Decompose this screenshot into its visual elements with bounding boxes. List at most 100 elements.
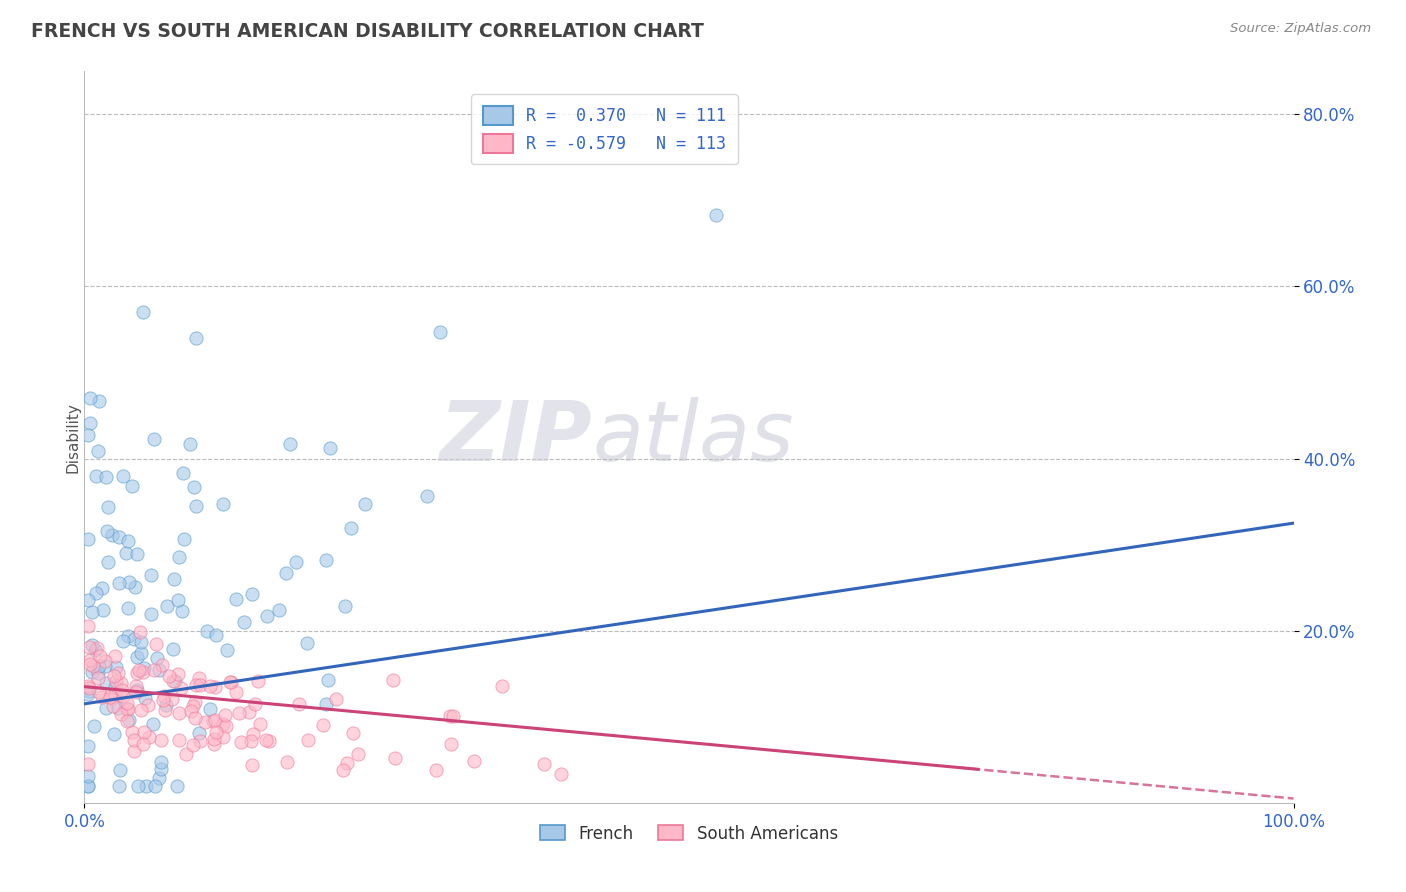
Point xyxy=(295,636,318,650)
Point xyxy=(121,479,143,493)
Point xyxy=(107,530,129,544)
Point xyxy=(163,673,186,688)
Point xyxy=(87,684,110,698)
Point xyxy=(125,665,148,680)
Point xyxy=(82,605,104,619)
Point xyxy=(429,325,451,339)
Point xyxy=(93,603,115,617)
Point xyxy=(214,708,236,723)
Point xyxy=(325,691,347,706)
Text: ZIP: ZIP xyxy=(440,397,592,477)
Point xyxy=(77,428,100,442)
Point xyxy=(342,726,364,740)
Legend: French, South Americans: French, South Americans xyxy=(533,818,845,849)
Point xyxy=(249,716,271,731)
Point xyxy=(125,685,148,699)
Point xyxy=(173,533,195,547)
Point xyxy=(205,628,228,642)
Point xyxy=(107,666,129,681)
Point xyxy=(82,658,104,673)
Point xyxy=(112,468,135,483)
Point xyxy=(132,661,155,675)
Point xyxy=(550,766,572,780)
Point xyxy=(146,650,169,665)
Point xyxy=(202,731,225,746)
Point xyxy=(108,763,131,777)
Point xyxy=(77,779,100,793)
Point xyxy=(382,673,405,687)
Point xyxy=(135,779,157,793)
Point xyxy=(170,681,193,695)
Point xyxy=(179,437,201,451)
Point xyxy=(77,640,100,655)
Point xyxy=(231,735,253,749)
Point xyxy=(166,779,188,793)
Point xyxy=(704,208,727,222)
Point xyxy=(141,607,163,622)
Point xyxy=(77,757,100,772)
Point xyxy=(297,732,319,747)
Point xyxy=(242,758,264,772)
Point xyxy=(108,779,131,793)
Point xyxy=(77,687,100,701)
Point xyxy=(212,716,235,731)
Point xyxy=(172,604,194,618)
Point xyxy=(288,697,311,711)
Point xyxy=(101,528,124,542)
Point xyxy=(103,669,125,683)
Point xyxy=(91,581,114,595)
Point xyxy=(104,660,127,674)
Point xyxy=(202,714,225,728)
Point xyxy=(238,705,260,719)
Point xyxy=(211,497,233,511)
Point xyxy=(167,706,190,720)
Point xyxy=(107,701,129,715)
Point xyxy=(184,331,207,345)
Point xyxy=(184,678,207,692)
Point xyxy=(169,733,191,747)
Point xyxy=(167,592,190,607)
Point xyxy=(184,695,207,709)
Point xyxy=(77,679,100,693)
Point xyxy=(77,684,100,698)
Point xyxy=(188,726,211,740)
Point xyxy=(242,727,264,741)
Point xyxy=(183,480,205,494)
Point xyxy=(94,654,117,668)
Point xyxy=(82,665,104,679)
Point xyxy=(142,664,165,678)
Point xyxy=(132,724,155,739)
Point xyxy=(463,754,485,768)
Point xyxy=(156,599,179,613)
Point xyxy=(184,499,207,513)
Point xyxy=(219,675,242,690)
Point xyxy=(132,665,155,679)
Point xyxy=(101,691,124,706)
Point xyxy=(94,658,117,673)
Point xyxy=(110,676,132,690)
Point xyxy=(163,572,186,586)
Point xyxy=(79,652,101,666)
Point xyxy=(87,658,110,673)
Point xyxy=(141,567,163,582)
Point xyxy=(132,737,155,751)
Point xyxy=(79,657,101,671)
Point xyxy=(162,674,184,689)
Point xyxy=(94,675,117,690)
Point xyxy=(318,673,340,687)
Point xyxy=(150,762,173,776)
Point xyxy=(315,553,337,567)
Point xyxy=(143,432,166,446)
Point xyxy=(110,707,132,722)
Point xyxy=(104,687,127,701)
Point xyxy=(131,646,153,660)
Point xyxy=(138,730,160,744)
Point xyxy=(267,603,290,617)
Point xyxy=(77,592,100,607)
Point xyxy=(245,698,267,712)
Point xyxy=(89,649,111,664)
Point xyxy=(118,713,141,727)
Point xyxy=(117,702,139,716)
Point xyxy=(117,714,139,729)
Point xyxy=(256,608,278,623)
